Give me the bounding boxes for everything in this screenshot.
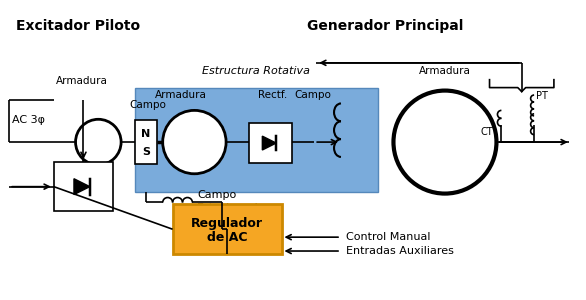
Text: CT: CT — [481, 127, 493, 137]
Text: Entradas Auxiliares: Entradas Auxiliares — [346, 246, 454, 256]
Text: Campo: Campo — [294, 90, 331, 100]
Text: Estacionario: Estacionario — [197, 203, 266, 213]
Text: Armadura: Armadura — [419, 66, 471, 76]
Polygon shape — [263, 136, 276, 150]
Text: Armadura: Armadura — [155, 90, 206, 100]
Circle shape — [76, 119, 121, 165]
Text: PT: PT — [536, 91, 548, 100]
Text: N: N — [141, 129, 151, 139]
Text: Campo: Campo — [197, 190, 237, 200]
Text: Regulador: Regulador — [191, 217, 263, 230]
Text: Generador Principal: Generador Principal — [307, 19, 464, 33]
Circle shape — [393, 91, 496, 194]
Bar — [54, 162, 113, 211]
Bar — [249, 123, 292, 163]
Bar — [135, 88, 377, 192]
Bar — [173, 205, 281, 254]
Text: Control Manual: Control Manual — [346, 232, 431, 242]
Text: Rectf.: Rectf. — [258, 90, 287, 100]
Text: Estructura Rotativa: Estructura Rotativa — [202, 66, 311, 76]
Text: de AC: de AC — [207, 231, 247, 244]
Text: AC 3φ: AC 3φ — [12, 115, 45, 125]
Polygon shape — [74, 179, 90, 195]
Text: Armadura: Armadura — [56, 76, 108, 85]
Text: S: S — [142, 147, 150, 157]
Text: Excitador Piloto: Excitador Piloto — [16, 19, 141, 33]
Bar — [135, 120, 157, 164]
Text: Campo: Campo — [130, 100, 166, 110]
Circle shape — [163, 110, 226, 174]
